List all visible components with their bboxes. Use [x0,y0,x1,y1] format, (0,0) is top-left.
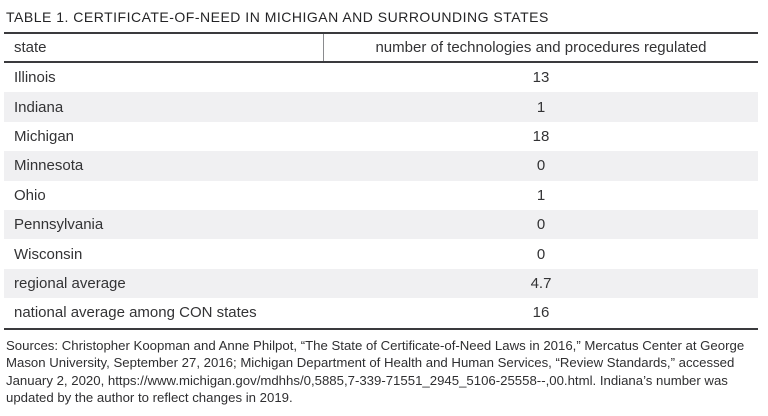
state-cell: regional average [14,274,126,292]
value-cell: 16 [532,304,550,322]
state-cell: Indiana [14,98,64,116]
table-row: Minnesota 0 [4,151,758,181]
state-cell: Illinois [14,69,56,87]
sources-note: Sources: Christopher Koopman and Anne Ph… [6,337,745,406]
state-cell: Minnesota [14,157,84,175]
state-cell: national average among CON states [14,304,257,322]
table-row: Michigan 18 [4,121,758,152]
header-value-cell: number of technologies and procedures re… [375,39,707,56]
table-row: regional average 4.7 [4,268,758,299]
value-cell: 13 [532,69,550,87]
value-cell: 0 [536,245,546,263]
state-cell: Michigan [14,127,75,145]
table-body: Illinois 13 Indiana 1 Michigan 18 Minnes… [4,63,758,330]
value-cell: 1 [536,186,546,204]
header-state-cell: state [4,34,324,61]
value-cell: 1 [536,98,546,116]
table-row: Indiana 1 [4,92,758,122]
table-row: Ohio 1 [4,180,758,210]
value-cell: 18 [532,127,550,145]
table-row: national average among CON states 16 [4,298,758,328]
state-cell: Pennsylvania [14,216,104,234]
state-cell: Ohio [14,186,46,204]
value-cell: 0 [536,216,546,234]
table-title: TABLE 1. CERTIFICATE-OF-NEED IN MICHIGAN… [4,0,758,34]
table-row: Wisconsin 0 [4,239,758,269]
table-figure: TABLE 1. CERTIFICATE-OF-NEED IN MICHIGAN… [4,0,758,406]
table-row: Pennsylvania 0 [4,209,758,240]
table-row: Illinois 13 [4,63,758,93]
value-cell: 4.7 [530,274,552,292]
table-header-row: state number of technologies and procedu… [4,34,758,63]
state-cell: Wisconsin [14,245,83,263]
value-cell: 0 [536,157,546,175]
